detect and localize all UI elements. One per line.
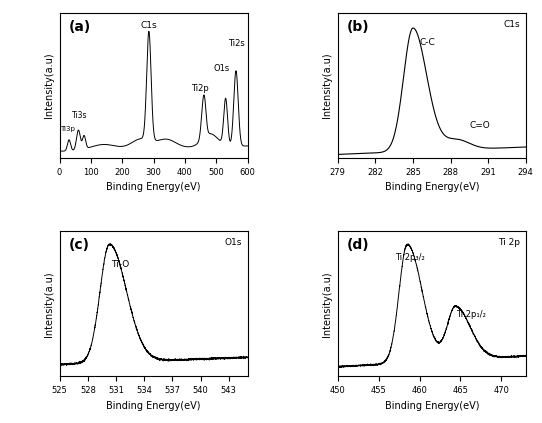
- Text: Ti-O: Ti-O: [111, 260, 130, 269]
- Text: C-C: C-C: [419, 38, 435, 47]
- Text: Ti3s: Ti3s: [72, 111, 87, 121]
- X-axis label: Binding Energy(eV): Binding Energy(eV): [106, 182, 201, 192]
- Y-axis label: Intensity(a.u): Intensity(a.u): [44, 52, 54, 118]
- Text: (d): (d): [347, 238, 370, 252]
- Text: Ti2s: Ti2s: [228, 39, 245, 48]
- Text: Ti 2p: Ti 2p: [498, 238, 520, 247]
- Text: Ti3p: Ti3p: [60, 126, 75, 132]
- Text: O1s: O1s: [214, 64, 230, 73]
- Y-axis label: Intensity(a.u): Intensity(a.u): [322, 271, 332, 337]
- Text: O1s: O1s: [224, 238, 242, 247]
- X-axis label: Binding Energy(eV): Binding Energy(eV): [384, 182, 479, 192]
- Text: Ti2p: Ti2p: [191, 84, 209, 93]
- X-axis label: Binding Energy(eV): Binding Energy(eV): [106, 401, 201, 411]
- Y-axis label: Intensity(a.u): Intensity(a.u): [322, 52, 332, 118]
- Y-axis label: Intensity(a.u): Intensity(a.u): [44, 271, 54, 337]
- X-axis label: Binding Energy(eV): Binding Energy(eV): [384, 401, 479, 411]
- Text: C=O: C=O: [469, 121, 490, 129]
- Text: (b): (b): [347, 20, 370, 34]
- Text: C1s: C1s: [140, 21, 157, 30]
- Text: Ti 2p₁/₂: Ti 2p₁/₂: [456, 310, 486, 319]
- Text: C1s: C1s: [504, 20, 520, 29]
- Text: Ti 2p₃/₂: Ti 2p₃/₂: [395, 253, 425, 261]
- Text: (a): (a): [69, 20, 91, 34]
- Text: (c): (c): [69, 238, 90, 252]
